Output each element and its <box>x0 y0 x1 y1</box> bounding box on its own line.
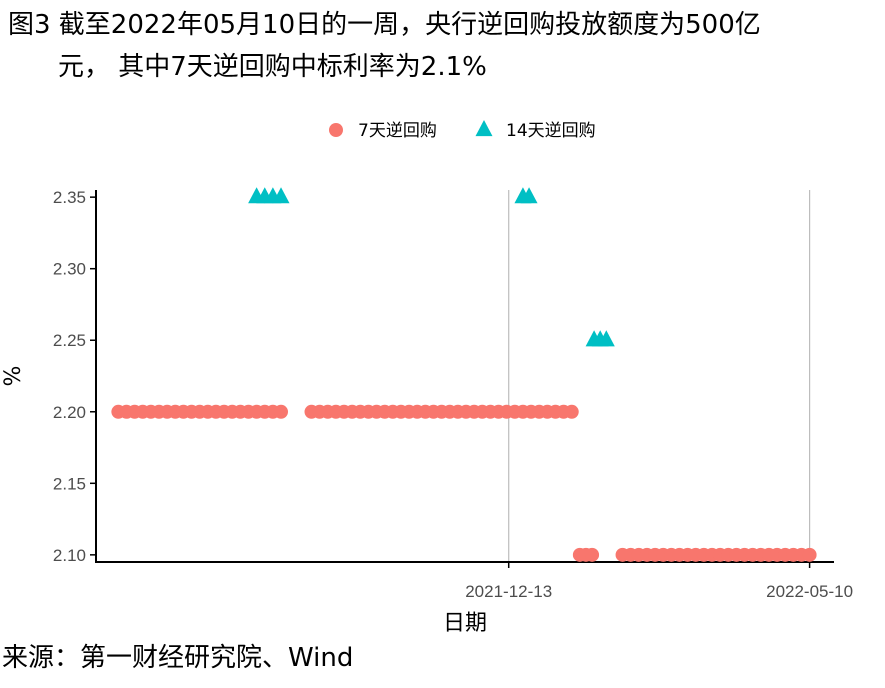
data-point-14day <box>597 330 615 347</box>
legend-label-14day: 14天逆回购 <box>506 121 596 141</box>
legend-marker-14day <box>475 120 493 137</box>
y-tick-label: 2.15 <box>53 474 86 493</box>
data-point-7day <box>585 547 600 562</box>
data-point-14day <box>520 187 538 204</box>
legend: 7天逆回购 14天逆回购 <box>329 120 596 141</box>
data-points <box>111 187 817 562</box>
y-tick-label: 2.30 <box>53 260 86 279</box>
legend-marker-7day <box>329 123 343 137</box>
data-point-7day <box>564 404 579 419</box>
y-tick-label: 2.20 <box>53 403 86 422</box>
x-tick-label: 2022-05-10 <box>766 582 853 601</box>
data-point-7day <box>802 547 817 562</box>
y-tick-label: 2.25 <box>53 331 86 350</box>
axes: 2.10 2.15 2.20 2.25 2.30 2.35 2021-12-13 2022-0… <box>53 188 853 601</box>
source-note: 来源：第一财经研究院、Wind <box>2 643 354 673</box>
chart-title-line-1: 图3 截至2022年05月10日的一周，央行逆回购投放额度为500亿 <box>8 10 761 40</box>
data-point-14day <box>272 187 290 204</box>
chart-title-line-2: 元， 其中7天逆回购中标利率为2.1% <box>58 52 487 82</box>
grid-lines <box>508 190 811 562</box>
data-point-7day <box>274 404 289 419</box>
chart-title: 图3 截至2022年05月10日的一周，央行逆回购投放额度为500亿 元， 其中… <box>8 4 868 88</box>
y-tick-label: 2.35 <box>53 188 86 207</box>
x-axis-title: 日期 <box>443 611 487 636</box>
y-axis-title: % <box>1 366 26 387</box>
x-tick-label: 2021-12-13 <box>465 582 552 601</box>
y-tick-label: 2.10 <box>53 546 86 565</box>
legend-label-7day: 7天逆回购 <box>358 121 437 141</box>
